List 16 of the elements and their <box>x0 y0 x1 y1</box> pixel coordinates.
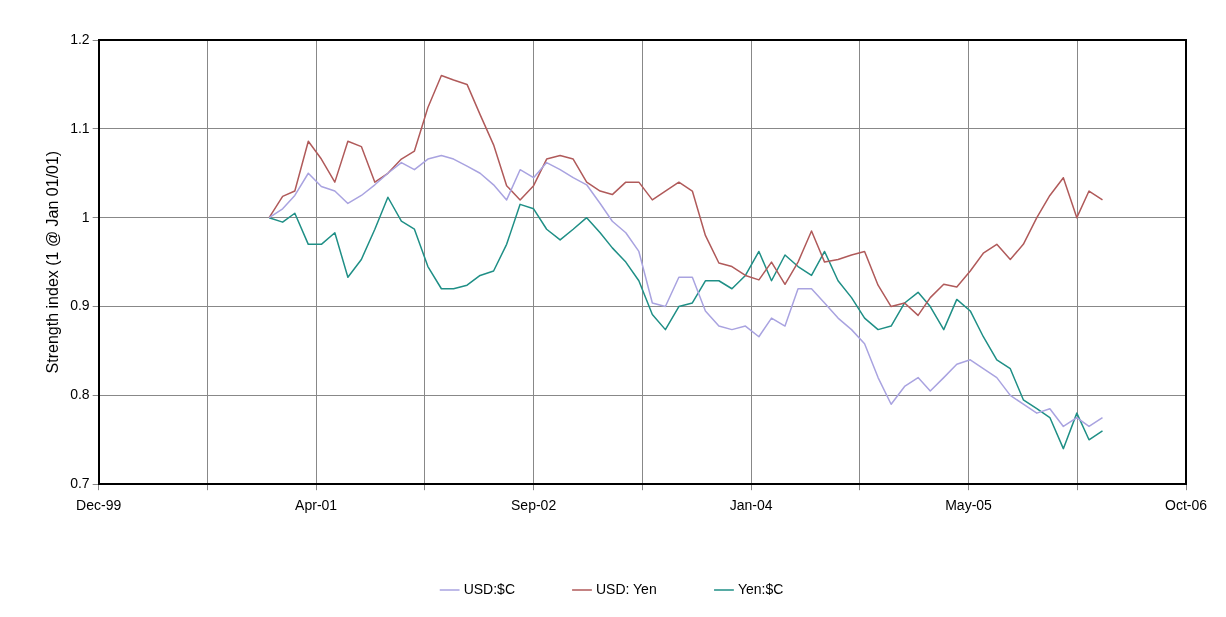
y-tick-label: 0.7 <box>70 475 90 492</box>
y-tick-label: 1.1 <box>70 119 90 136</box>
x-tick-label: May-05 <box>945 497 993 514</box>
y-tick-label: 0.8 <box>70 386 90 403</box>
y-tick-label: 1 <box>81 208 90 225</box>
x-tick-label: Oct-06 <box>1164 497 1208 514</box>
x-tick-label: Sep-02 <box>511 497 557 514</box>
legend-label: USD:$C <box>463 580 515 597</box>
x-tick-label: Apr-01 <box>295 497 338 514</box>
y-tick-label: 1.2 <box>70 30 90 47</box>
y-axis-title: Strength index (1 @ Jan 01/01) <box>44 150 62 374</box>
x-tick-label: Jan-04 <box>729 497 773 514</box>
x-tick-label: Dec-99 <box>76 497 122 514</box>
legend-label: Yen:$C <box>737 580 784 597</box>
legend-label: USD: Yen <box>595 580 657 597</box>
y-tick-label: 0.9 <box>70 297 90 314</box>
